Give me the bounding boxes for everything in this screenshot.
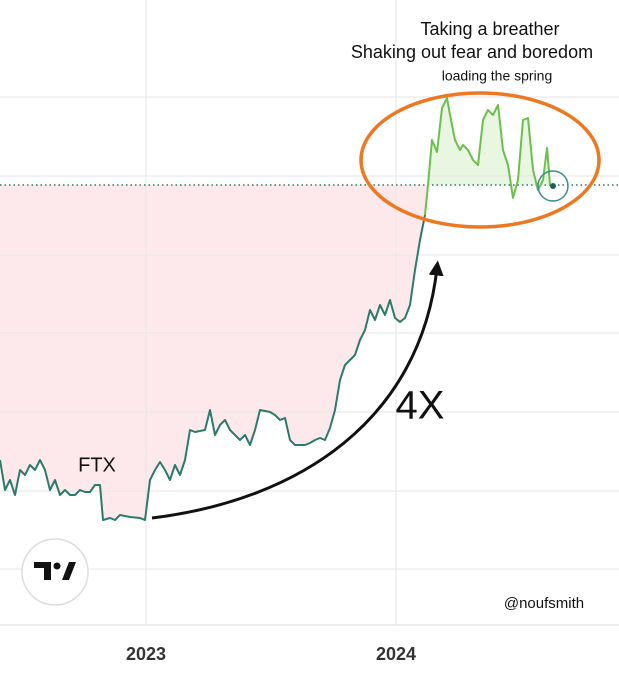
current-ring	[537, 170, 569, 202]
price-line	[0, 214, 426, 521]
growth-arrow	[151, 260, 444, 520]
annotation: @noufsmith	[504, 595, 584, 612]
area-below	[0, 185, 550, 520]
annotation: FTX	[78, 454, 116, 476]
annotation: Taking a breather	[420, 19, 559, 39]
x-tick-label: 2023	[126, 644, 166, 664]
x-tick-label: 2024	[376, 644, 416, 664]
annotation: 4X	[396, 384, 445, 428]
annotation: loading the spring	[442, 68, 553, 84]
price-line	[424, 97, 551, 216]
annotation: Shaking out fear and boredom	[351, 42, 593, 62]
highlight-ellipse	[359, 91, 601, 229]
logo	[21, 538, 89, 606]
current-dot	[550, 183, 556, 189]
